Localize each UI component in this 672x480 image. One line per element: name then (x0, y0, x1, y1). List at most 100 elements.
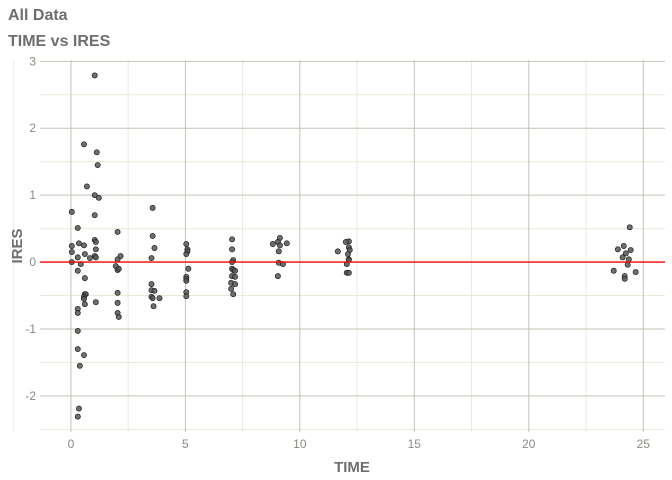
chart-subtitle: TIME vs IRES (8, 33, 111, 50)
data-point (345, 269, 352, 276)
data-point (115, 313, 122, 320)
data-point (183, 293, 190, 300)
data-point (114, 289, 121, 296)
data-point (183, 241, 190, 247)
data-point (91, 212, 98, 219)
data-point (269, 241, 276, 247)
data-point (75, 405, 82, 412)
y-tick-label: -1 (25, 322, 36, 336)
data-point (114, 228, 121, 235)
data-point (74, 413, 81, 420)
y-tick-label: 3 (29, 54, 36, 68)
data-point (81, 275, 88, 282)
data-point (94, 162, 101, 168)
data-point (150, 303, 157, 310)
data-point (115, 265, 122, 272)
x-tick-label: 10 (293, 437, 307, 451)
data-point (81, 352, 87, 359)
y-tick-label: -2 (25, 389, 36, 403)
data-point (91, 72, 98, 79)
data-point (232, 281, 239, 288)
data-point (232, 273, 239, 280)
data-point (624, 261, 631, 268)
data-point (81, 301, 88, 308)
data-point (185, 265, 192, 272)
x-tick-label: 25 (637, 437, 651, 451)
x-tick-label: 5 (182, 437, 189, 451)
data-point (283, 240, 290, 247)
gridlines (13, 60, 665, 432)
data-point (149, 204, 156, 211)
data-point (83, 183, 90, 190)
data-point (619, 254, 626, 261)
chart-title: All Data (8, 7, 68, 24)
data-point (114, 299, 121, 306)
data-point (75, 240, 82, 247)
x-axis-label: TIME (334, 459, 370, 476)
data-point (622, 250, 629, 257)
y-axis-label: IRES (9, 228, 26, 263)
data-point (620, 243, 627, 249)
data-point (334, 248, 341, 255)
data-point (275, 248, 282, 255)
data-point (81, 251, 88, 257)
data-point (342, 239, 349, 245)
data-point (625, 256, 632, 263)
data-point (627, 247, 634, 253)
data-point (151, 287, 158, 294)
data-point (92, 246, 99, 253)
data-point (621, 275, 628, 282)
data-point (68, 249, 75, 255)
tick-labels: 0 5 10 15 20 25 -2 -1 0 1 2 3 (25, 54, 650, 451)
data-point (68, 243, 75, 249)
data-point (229, 246, 236, 253)
y-tick-label: 0 (29, 255, 36, 269)
data-point (93, 149, 100, 156)
data-point (230, 291, 237, 298)
data-point (92, 299, 99, 306)
data-point (149, 233, 156, 239)
x-tick-label: 0 (68, 437, 75, 451)
data-point (74, 328, 81, 334)
data-point (148, 255, 155, 261)
data-point (114, 256, 121, 263)
data-point (81, 295, 87, 302)
points (40, 72, 665, 420)
data-point (232, 267, 239, 274)
data-point (151, 245, 158, 251)
x-tick-label: 15 (408, 437, 422, 451)
data-point (86, 255, 93, 261)
data-point (74, 267, 81, 274)
data-point (74, 309, 81, 316)
data-point (92, 239, 99, 245)
data-point (626, 224, 633, 231)
data-point (74, 224, 81, 231)
data-point (614, 246, 621, 253)
data-point (81, 242, 87, 249)
data-point (276, 242, 283, 249)
data-point (81, 141, 87, 148)
data-point (76, 362, 83, 369)
data-point (229, 236, 236, 243)
data-point (95, 194, 102, 201)
data-point (91, 192, 98, 199)
y-tick-label: 1 (29, 188, 36, 202)
data-point (74, 346, 81, 352)
data-point (148, 281, 155, 288)
data-point (228, 285, 235, 292)
data-point (68, 208, 75, 215)
data-point (344, 251, 351, 257)
data-point (92, 254, 99, 261)
data-point (74, 254, 81, 261)
data-point (156, 295, 163, 302)
data-point (149, 295, 156, 302)
data-point (274, 273, 281, 280)
x-tick-label: 20 (522, 437, 536, 451)
data-point (183, 277, 190, 284)
y-tick-label: 2 (29, 121, 36, 135)
data-point (183, 251, 190, 257)
data-point (632, 269, 639, 276)
data-point (610, 267, 617, 274)
